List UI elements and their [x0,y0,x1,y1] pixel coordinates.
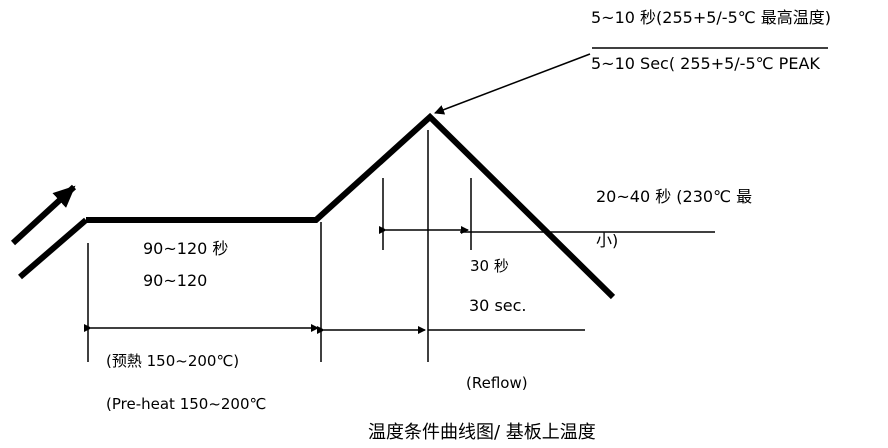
reflow-duration-cn: 30 秒 [470,257,509,275]
peak-label-en: 5~10 Sec( 255+5/-5℃ PEAK [591,54,820,73]
preheat-label-en: (Pre-heat 150~200℃ [106,395,267,413]
preheat-label-cn: (预熱 150~200℃) [106,352,240,370]
reflow-duration-en: 30 sec. [469,296,527,315]
peak-pointer-arrow [434,53,591,115]
preheat-duration-cn: 90~120 秒 [143,239,229,258]
diagram-caption: 温度条件曲线图/ 基板上温度 [368,422,596,443]
preheat-duration-en: 90~120 [143,271,208,290]
above-min-label-line1: 20~40 秒 (230℃ 最 [596,187,753,206]
temperature-profile-curve [86,112,616,300]
above-min-label-line2: 小) [596,231,619,250]
reflow-label: (Reflow) [466,374,528,392]
entry-arrow-upper [10,184,77,246]
entry-line-lower [18,217,88,280]
peak-label-cn: 5~10 秒(255+5/-5℃ 最高温度) [591,8,832,27]
